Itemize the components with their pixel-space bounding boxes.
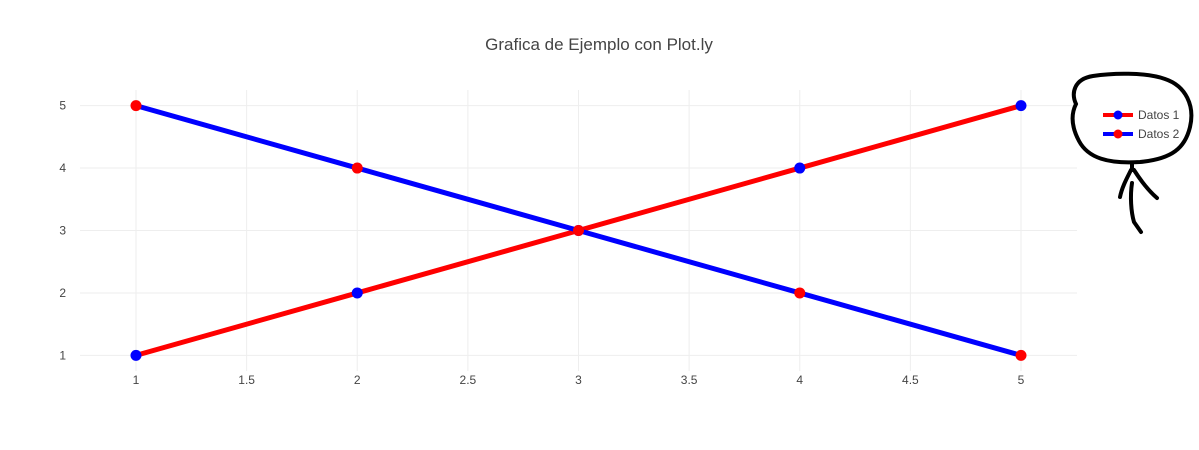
doodle-body bbox=[1128, 181, 1143, 234]
legend-item-datos-2[interactable]: Datos 2 bbox=[1103, 127, 1180, 141]
x-tick-label: 2.5 bbox=[460, 373, 477, 387]
series-layer bbox=[130, 100, 1027, 361]
legend-item-datos-1[interactable]: Datos 1 bbox=[1103, 108, 1180, 122]
x-tick-label: 1 bbox=[133, 373, 140, 387]
x-tick-label: 3.5 bbox=[681, 373, 698, 387]
data-point-datos-2 bbox=[573, 225, 584, 236]
x-axis-ticks: 1 1.5 2 2.5 3 3.5 4 4.5 5 bbox=[133, 373, 1025, 387]
data-point-datos-1 bbox=[1015, 100, 1027, 112]
x-tick-label: 4 bbox=[796, 373, 803, 387]
legend-label-datos-1: Datos 1 bbox=[1138, 108, 1180, 122]
doodle-head-circle bbox=[1070, 71, 1194, 165]
y-tick-label: 4 bbox=[59, 161, 66, 175]
doodle-left-arm bbox=[1118, 168, 1133, 199]
x-tick-label: 4.5 bbox=[902, 373, 919, 387]
y-tick-label: 3 bbox=[59, 224, 66, 238]
y-tick-label: 5 bbox=[59, 99, 66, 113]
x-tick-label: 2 bbox=[354, 373, 361, 387]
legend-marker-datos-2 bbox=[1113, 129, 1123, 139]
data-point-datos-1 bbox=[130, 349, 142, 361]
data-point-datos-2 bbox=[794, 287, 806, 299]
legend[interactable]: Datos 1 Datos 2 bbox=[1103, 108, 1180, 141]
y-axis-ticks: 1 2 3 4 5 bbox=[59, 99, 66, 363]
chart-title: Grafica de Ejemplo con Plot.ly bbox=[485, 35, 713, 54]
legend-label-datos-2: Datos 2 bbox=[1138, 127, 1180, 141]
y-tick-label: 2 bbox=[59, 286, 66, 300]
doodle-right-arm bbox=[1132, 168, 1159, 200]
hand-drawn-doodle bbox=[1070, 71, 1194, 234]
data-point-datos-1 bbox=[794, 162, 806, 174]
x-tick-label: 1.5 bbox=[238, 373, 255, 387]
y-tick-label: 1 bbox=[59, 348, 66, 362]
data-point-datos-1 bbox=[351, 287, 363, 299]
x-tick-label: 5 bbox=[1018, 373, 1025, 387]
x-tick-label: 3 bbox=[575, 373, 582, 387]
legend-marker-datos-1 bbox=[1113, 110, 1123, 120]
data-point-datos-2 bbox=[130, 100, 142, 112]
data-point-datos-2 bbox=[1015, 349, 1027, 361]
series-markers bbox=[130, 100, 1027, 361]
data-point-datos-2 bbox=[351, 162, 363, 174]
